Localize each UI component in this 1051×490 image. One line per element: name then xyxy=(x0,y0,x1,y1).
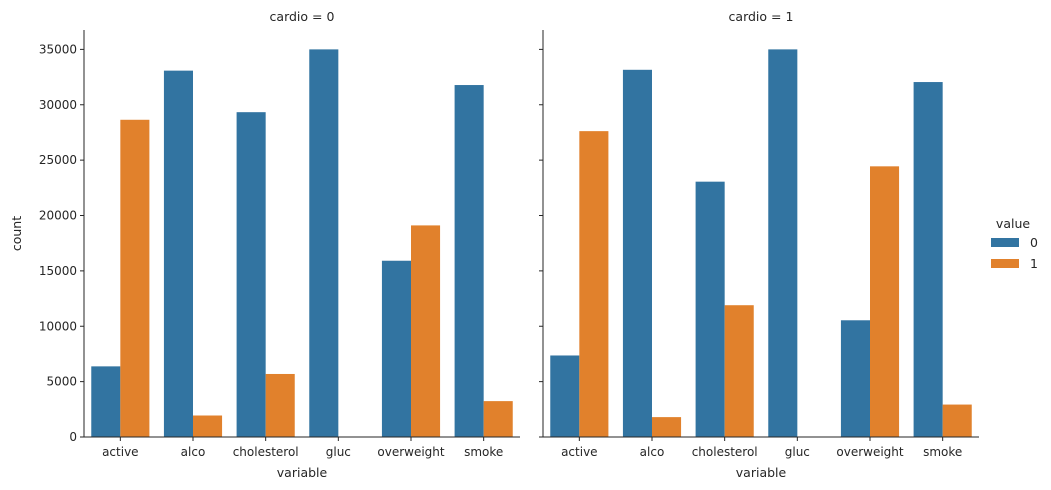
bar-active-value-0 xyxy=(91,366,121,437)
legend-label-1: 1 xyxy=(1030,256,1038,271)
panel-0: 0 5000 10000 15000 20000 25000 30000 35000 activ… xyxy=(9,9,520,480)
x-axis-label: variable xyxy=(277,465,328,480)
y-tick-label: 5000 xyxy=(46,375,77,389)
bar-gluc-value-0 xyxy=(768,49,798,437)
y-tick-label: 15000 xyxy=(39,264,77,278)
legend-title: value xyxy=(996,216,1030,231)
panel-1: active alco cholesterol gluc overweight smoke… xyxy=(539,9,979,480)
x-tick-label-active: active xyxy=(561,445,597,459)
x-tick-label-overweight: overweight xyxy=(377,445,445,459)
y-tick-label: 30000 xyxy=(39,98,77,112)
x-tick-label-gluc: gluc xyxy=(326,445,351,459)
x-tick-label-alco: alco xyxy=(181,445,206,459)
x-tick-label-smoke: smoke xyxy=(464,445,503,459)
bar-alco-value-1 xyxy=(193,415,223,437)
y-axis-label: count xyxy=(9,216,24,251)
bar-active-value-1 xyxy=(579,131,609,437)
panel-title: cardio = 1 xyxy=(729,9,794,24)
bar-cholesterol-value-0 xyxy=(236,112,266,438)
bar-cholesterol-value-1 xyxy=(724,305,754,437)
bar-overweight-value-0 xyxy=(840,320,870,437)
y-tick-label: 10000 xyxy=(39,319,77,333)
y-tick-label: 25000 xyxy=(39,153,77,167)
legend: value 0 1 xyxy=(991,216,1038,271)
legend-swatch-0 xyxy=(991,238,1019,247)
bar-overweight-value-1 xyxy=(411,225,441,437)
panel-title: cardio = 0 xyxy=(270,9,335,24)
bar-cholesterol-value-1 xyxy=(265,373,295,437)
x-tick-label-cholesterol: cholesterol xyxy=(233,445,299,459)
x-tick-label-alco: alco xyxy=(640,445,665,459)
legend-swatch-1 xyxy=(991,259,1019,268)
bar-smoke-value-1 xyxy=(483,401,513,437)
x-tick-label-overweight: overweight xyxy=(836,445,904,459)
bar-alco-value-0 xyxy=(622,69,652,438)
y-tick-label: 35000 xyxy=(39,42,77,56)
bar-gluc-value-0 xyxy=(309,49,339,437)
bar-active-value-1 xyxy=(120,119,150,437)
bar-smoke-value-1 xyxy=(942,404,972,437)
x-tick-label-gluc: gluc xyxy=(785,445,810,459)
bar-smoke-value-0 xyxy=(913,82,943,438)
x-tick-label-active: active xyxy=(102,445,138,459)
x-tick-label-smoke: smoke xyxy=(923,445,962,459)
bar-overweight-value-0 xyxy=(381,260,411,437)
y-tick-label: 0 xyxy=(69,430,77,444)
x-tick-label-cholesterol: cholesterol xyxy=(692,445,758,459)
bar-smoke-value-0 xyxy=(454,85,484,437)
bar-alco-value-0 xyxy=(163,70,193,437)
bar-alco-value-1 xyxy=(652,417,682,437)
bar-overweight-value-1 xyxy=(870,166,900,437)
bar-cholesterol-value-0 xyxy=(695,181,725,437)
y-tick-label: 20000 xyxy=(39,209,77,223)
legend-label-0: 0 xyxy=(1030,235,1038,250)
x-axis-label: variable xyxy=(736,465,787,480)
bar-active-value-0 xyxy=(550,355,580,437)
